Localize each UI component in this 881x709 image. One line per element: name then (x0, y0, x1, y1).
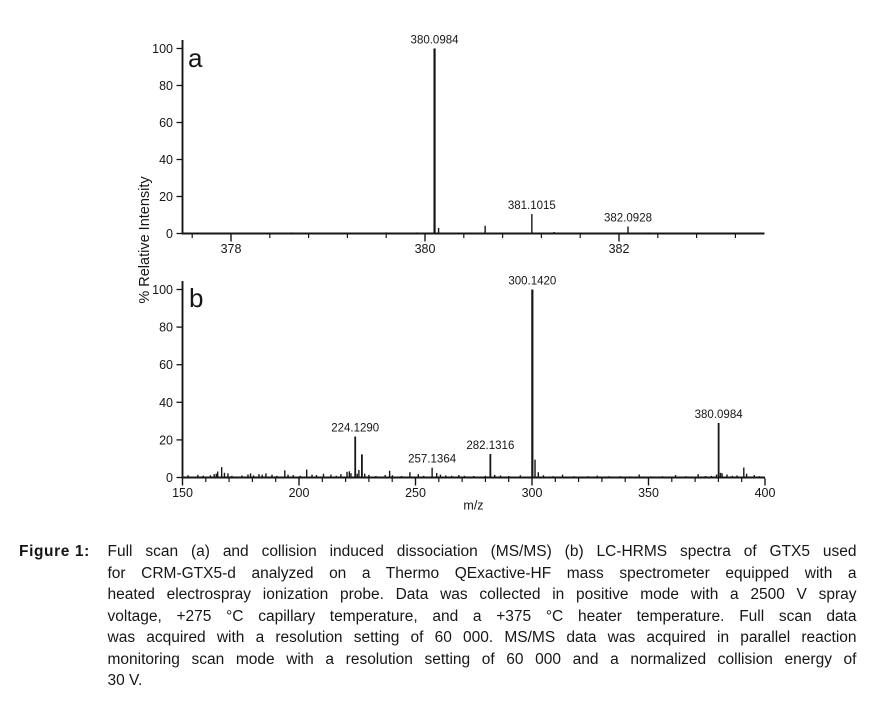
panel-b-x-tick-label: 200 (289, 486, 310, 500)
panel-a-peak-label: 381.1015 (508, 200, 556, 212)
panel-a-peak-label: 380.0984 (411, 35, 460, 47)
panel-b-x-tick-label: 350 (638, 486, 659, 500)
panel-a-x-tick-label: 382 (609, 242, 630, 256)
panel-b-x-tick-label: 250 (405, 486, 426, 500)
panel-a-peak-label: 382.0928 (604, 212, 652, 224)
caption-line-3: heated electrospray ionization probe. Da… (107, 586, 857, 603)
mass-spectra-plot: 0 20 40 60 80 100 378 380 382 380.0984 381.1015 382… (137, 35, 776, 513)
panel-a-y-tick-label: 20 (159, 190, 173, 204)
panel-b-x-tick-label: 400 (755, 486, 776, 500)
panel-a-x-tick-label: 380 (415, 242, 436, 256)
caption-line-4: voltage, +275 °C capillary temperature, … (107, 607, 857, 625)
panel-letter-b: b (189, 283, 203, 313)
panel-a-x-tick-label: 378 (221, 242, 242, 256)
panel-b-y-tick-label: 80 (159, 321, 173, 335)
panel-b-peak-label: 257.1364 (408, 454, 457, 466)
figure-caption-text: Full scan (a) and collision induced diss… (108, 541, 857, 692)
panel-b-peak-label: 300.1420 (508, 276, 556, 288)
panel-letter-a: a (188, 43, 203, 73)
panel-a-y-tick-label: 60 (159, 116, 173, 130)
panel-b-y-tick-label: 20 (159, 433, 173, 447)
panel-a-y-tick-label: 0 (166, 227, 173, 241)
figure-caption: Figure 1: Full scan (a) and collision in… (19, 541, 857, 692)
figure-caption-label: Figure 1: (19, 543, 90, 560)
panel-b-peak-label: 224.1290 (331, 423, 379, 435)
caption-line-2: for CRM-GTX5-d analyzed on a Thermo QExa… (107, 564, 857, 582)
panel-b-y-tick-label: 60 (159, 358, 173, 372)
panel-b-peak-label: 380.0984 (695, 409, 744, 421)
panel-b-y-tick-label: 0 (166, 471, 173, 485)
panel-b-x-tick-label: 150 (172, 486, 193, 500)
panel-b-y-tick-label: 40 (159, 396, 173, 410)
panel-a-y-tick-label: 100 (152, 42, 173, 56)
y-axis-title: % Relative Intensity (137, 176, 153, 304)
caption-line-6: monitoring scan mode with a resolution s… (107, 650, 857, 668)
caption-line-5: was acquired with a resolution setting o… (107, 629, 857, 646)
caption-line-1: Full scan (a) and collision induced diss… (107, 543, 857, 560)
panel-b-peak-label: 282.1316 (466, 440, 514, 452)
x-axis-title: m/z (463, 499, 483, 513)
caption-line-7: 30 V. (107, 672, 143, 689)
panel-a-y-tick-label: 80 (159, 79, 173, 93)
panel-a-y-tick-label: 40 (159, 153, 173, 167)
panel-b-y-tick-label: 100 (152, 283, 173, 297)
panel-b-x-tick-label: 300 (522, 486, 543, 500)
